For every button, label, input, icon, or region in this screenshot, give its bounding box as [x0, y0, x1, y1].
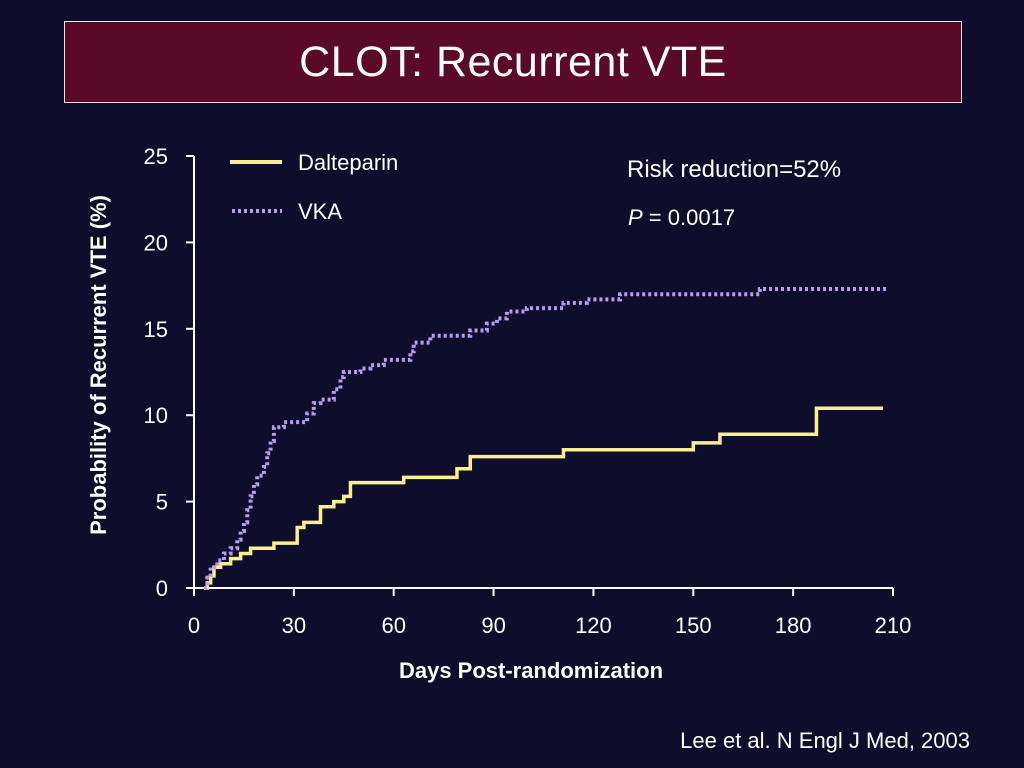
y-tick-label: 0	[156, 576, 168, 601]
x-tick-label: 210	[875, 613, 912, 638]
x-tick-label: 90	[481, 613, 505, 638]
x-ticks: 0 30 60 90 120 150 180 210	[188, 588, 911, 638]
y-tick-label: 25	[144, 144, 168, 169]
series-layer	[203, 287, 887, 590]
series-line-dalteparin	[203, 406, 884, 590]
x-tick-label: 120	[575, 613, 612, 638]
x-tick-label: 0	[188, 613, 200, 638]
p-value: = 0.0017	[643, 205, 735, 230]
p-label: P	[628, 205, 643, 230]
y-tick-label: 20	[144, 230, 168, 255]
x-tick-label: 150	[675, 613, 712, 638]
x-axis-title: Days Post-randomization	[399, 658, 663, 683]
risk-reduction-text: Risk reduction=52%	[627, 156, 841, 183]
y-tick-label: 10	[144, 403, 168, 428]
legend-label-vka: VKA	[298, 199, 342, 224]
x-tick-label: 30	[282, 613, 306, 638]
legend-label-dalteparin: Dalteparin	[298, 150, 398, 175]
y-tick-label: 15	[144, 317, 168, 342]
y-ticks: 0 5 10 15 20 25	[144, 144, 194, 601]
slide-title: CLOT: Recurrent VTE	[299, 37, 727, 86]
p-value-text: P = 0.0017	[628, 205, 735, 230]
title-bar: CLOT: Recurrent VTE	[64, 21, 962, 103]
x-tick-label: 60	[381, 613, 405, 638]
y-tick-label: 5	[156, 490, 168, 515]
y-axis-title: Probability of Recurrent VTE (%)	[86, 195, 111, 535]
series-line-vka	[203, 287, 887, 590]
citation: Lee et al. N Engl J Med, 2003	[680, 728, 970, 753]
x-tick-label: 180	[775, 613, 812, 638]
